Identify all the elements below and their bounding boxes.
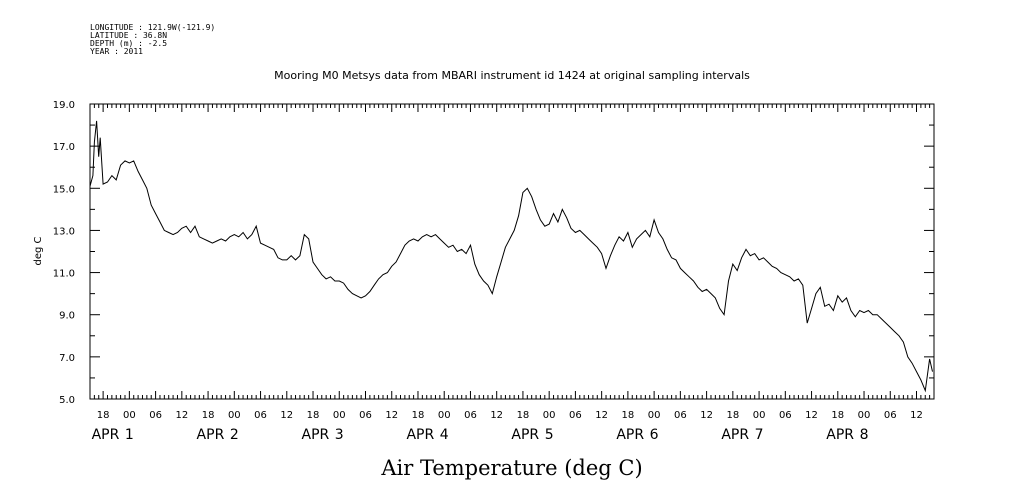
x-hour-label: 12	[175, 410, 188, 421]
x-day-label: 8	[860, 427, 869, 443]
y-tick-label: 15.0	[53, 184, 75, 195]
x-day-label: 6	[650, 427, 659, 443]
x-hour-label: 12	[700, 410, 713, 421]
x-hour-label: 18	[831, 410, 844, 421]
x-day-label: 2	[230, 427, 239, 443]
y-tick-label: 17.0	[53, 142, 75, 153]
x-month-label: APR	[721, 427, 749, 443]
x-hour-label: 18	[307, 410, 320, 421]
x-hour-label: 12	[385, 410, 398, 421]
x-hour-label: 18	[412, 410, 425, 421]
x-hour-label: 18	[622, 410, 635, 421]
y-tick-label: 13.0	[53, 226, 75, 237]
x-hour-label: 00	[438, 410, 451, 421]
x-hour-label: 06	[149, 410, 162, 421]
x-hour-label: 06	[464, 410, 477, 421]
x-day-label: 1	[125, 427, 134, 443]
x-day-label: 4	[440, 427, 449, 443]
y-tick-label: 5.0	[59, 395, 75, 406]
x-hour-label: 18	[202, 410, 215, 421]
meta-line: DEPTH (m) : -2.5	[90, 39, 167, 48]
x-month-label: APR	[616, 427, 644, 443]
x-hour-label: 06	[779, 410, 792, 421]
meta-line: LONGITUDE : 121.9W(-121.9)	[90, 23, 215, 32]
x-hour-label: 18	[726, 410, 739, 421]
x-hour-label: 06	[569, 410, 582, 421]
x-hour-label: 00	[228, 410, 241, 421]
location-metadata: LONGITUDE : 121.9W(-121.9)LATITUDE : 36.…	[90, 23, 215, 56]
y-axis-label: deg C	[33, 236, 44, 265]
x-hour-label: 00	[333, 410, 346, 421]
x-month-label: APR	[406, 427, 434, 443]
x-month-label: APR	[197, 427, 225, 443]
x-hour-label: 06	[674, 410, 687, 421]
x-axis-label: Air Temperature (deg C)	[380, 456, 642, 480]
x-hour-label: 18	[97, 410, 110, 421]
x-day-label: 5	[545, 427, 554, 443]
x-day-label: 7	[755, 427, 764, 443]
x-hour-label: 12	[805, 410, 818, 421]
x-hour-label: 00	[753, 410, 766, 421]
x-hour-label: 06	[884, 410, 897, 421]
x-hour-label: 12	[595, 410, 608, 421]
x-hour-label: 12	[280, 410, 293, 421]
x-month-label: APR	[826, 427, 854, 443]
x-hour-label: 18	[517, 410, 530, 421]
x-axis: 18 00 06 12 18 00 06 12 18 00 06 12 18 00 06 12 18 00 06 12…	[89, 104, 935, 443]
meta-line: YEAR : 2011	[90, 47, 143, 56]
x-hour-label: 00	[543, 410, 556, 421]
y-axis: 5.0 7.0 9.0 11.0 13.0 15.0 17.0 19.0	[53, 100, 934, 406]
x-hour-label: 00	[858, 410, 871, 421]
x-hour-label: 06	[359, 410, 372, 421]
x-month-label: APR	[92, 427, 120, 443]
temperature-series-line	[89, 120, 933, 393]
y-tick-label: 11.0	[53, 269, 75, 280]
plot-frame	[89, 103, 935, 400]
x-day-label: 3	[335, 427, 344, 443]
x-month-label: APR	[511, 427, 539, 443]
y-tick-label: 19.0	[53, 100, 75, 111]
x-hour-label: 06	[254, 410, 267, 421]
y-tick-label: 7.0	[59, 353, 75, 364]
y-tick-label: 9.0	[59, 311, 75, 322]
x-month-label: APR	[302, 427, 330, 443]
x-hour-label: 12	[490, 410, 503, 421]
x-hour-label: 12	[910, 410, 923, 421]
chart-title: Mooring M0 Metsys data from MBARI instru…	[274, 69, 750, 82]
x-hour-label: 00	[123, 410, 136, 421]
x-hour-label: 00	[648, 410, 661, 421]
meta-line: LATITUDE : 36.8N	[90, 31, 167, 40]
